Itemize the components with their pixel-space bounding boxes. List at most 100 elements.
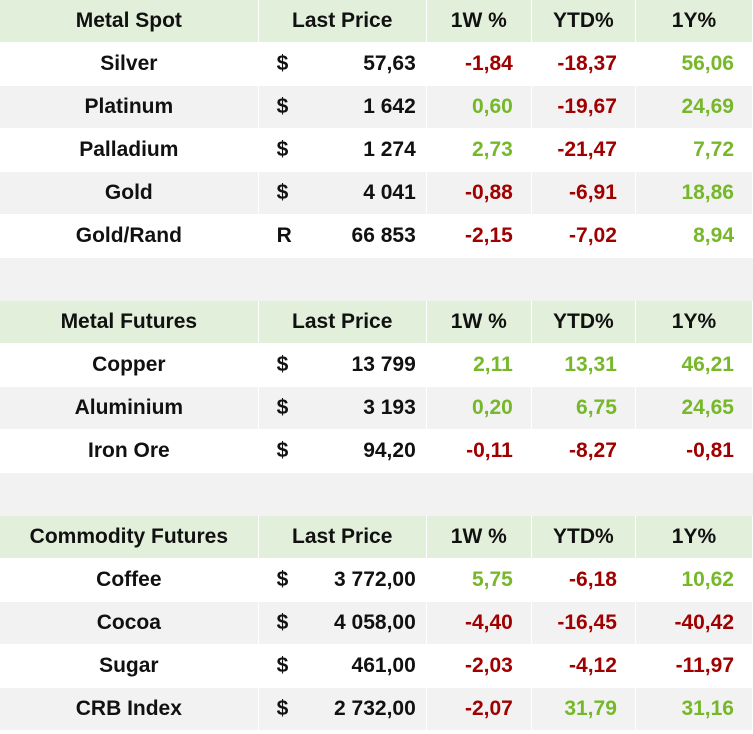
- commodity-name: Palladium: [0, 128, 259, 172]
- one-year-change: 56,06: [635, 42, 753, 86]
- last-price: 3 193: [324, 386, 427, 430]
- currency-symbol: $: [258, 42, 325, 86]
- section-title: Metal Spot: [0, 0, 259, 43]
- commodity-name: Platinum: [0, 85, 259, 129]
- table-row: Gold/Rand R 66 853 -2,15 -7,02 8,94: [0, 214, 753, 258]
- section-title: Commodity Futures: [0, 516, 259, 559]
- ytd-change: -18,37: [531, 42, 636, 86]
- commodity-name: Silver: [0, 42, 259, 86]
- one-week-change: -1,84: [426, 42, 532, 86]
- section-header-row: Commodity Futures Last Price 1W % YTD% 1Y%: [0, 516, 753, 559]
- one-year-change: 8,94: [635, 214, 753, 258]
- one-year-header: 1Y%: [635, 516, 753, 559]
- last-price: 13 799: [324, 343, 427, 387]
- one-year-change: 31,16: [635, 687, 753, 731]
- currency-symbol: $: [258, 601, 325, 645]
- one-year-change: 24,69: [635, 85, 753, 129]
- section-table: Metal Spot Last Price 1W % YTD% 1Y% Silver $57…: [0, 0, 753, 258]
- last-price: 2 732,00: [324, 687, 427, 731]
- last-price: 3 772,00: [324, 558, 427, 602]
- one-year-change: -11,97: [635, 644, 753, 688]
- ytd-change: -4,12: [531, 644, 636, 688]
- table-row: Coffee $3 772,00 5,75 -6,18 10,62: [0, 558, 753, 602]
- table-row: CRB Index $2 732,00 -2,07 31,79 31,16: [0, 687, 753, 731]
- last-price-header: Last Price: [258, 301, 427, 344]
- last-price: 94,20: [324, 429, 427, 473]
- one-year-change: 46,21: [635, 343, 753, 387]
- commodity-name: Gold/Rand: [0, 214, 259, 258]
- one-week-change: 2,11: [426, 343, 532, 387]
- commodity-name: Sugar: [0, 644, 259, 688]
- last-price: 1 274: [324, 128, 427, 172]
- one-week-header: 1W %: [426, 301, 532, 344]
- ytd-change: -16,45: [531, 601, 636, 645]
- one-year-header: 1Y%: [635, 0, 753, 43]
- ytd-header: YTD%: [531, 301, 636, 344]
- one-week-change: -2,03: [426, 644, 532, 688]
- commodity-name: Copper: [0, 343, 259, 387]
- one-week-change: 0,20: [426, 386, 532, 430]
- ytd-header: YTD%: [531, 0, 636, 43]
- currency-symbol: $: [258, 343, 325, 387]
- commodity-name: Gold: [0, 171, 259, 215]
- section-spacer: [0, 258, 753, 301]
- commodity-name: CRB Index: [0, 687, 259, 731]
- ytd-header: YTD%: [531, 516, 636, 559]
- one-year-change: -40,42: [635, 601, 753, 645]
- section-table: Commodity Futures Last Price 1W % YTD% 1Y% Co…: [0, 516, 753, 731]
- ytd-change: 6,75: [531, 386, 636, 430]
- ytd-change: 13,31: [531, 343, 636, 387]
- ytd-change: -6,91: [531, 171, 636, 215]
- table-row: Silver $57,63 -1,84 -18,37 56,06: [0, 42, 753, 86]
- one-week-header: 1W %: [426, 516, 532, 559]
- ytd-change: -8,27: [531, 429, 636, 473]
- one-week-header: 1W %: [426, 0, 532, 43]
- table-row: Cocoa $4 058,00 -4,40 -16,45 -40,42: [0, 601, 753, 645]
- commodity-name: Iron Ore: [0, 429, 259, 473]
- one-year-change: 24,65: [635, 386, 753, 430]
- currency-symbol: $: [258, 558, 325, 602]
- currency-symbol: $: [258, 128, 325, 172]
- last-price: 4 041: [324, 171, 427, 215]
- table-row: Aluminium $3 193 0,20 6,75 24,65: [0, 386, 753, 430]
- table-row: Iron Ore $94,20 -0,11 -8,27 -0,81: [0, 429, 753, 473]
- last-price-header: Last Price: [258, 0, 427, 43]
- one-week-change: 5,75: [426, 558, 532, 602]
- ytd-change: -21,47: [531, 128, 636, 172]
- last-price: 66 853: [324, 214, 427, 258]
- section-table: Metal Futures Last Price 1W % YTD% 1Y% Copper…: [0, 301, 753, 473]
- ytd-change: -19,67: [531, 85, 636, 129]
- table-row: Platinum $1 642 0,60 -19,67 24,69: [0, 85, 753, 129]
- one-week-change: -0,88: [426, 171, 532, 215]
- one-year-change: 10,62: [635, 558, 753, 602]
- one-week-change: -0,11: [426, 429, 532, 473]
- last-price: 57,63: [324, 42, 427, 86]
- table-row: Palladium $1 274 2,73 -21,47 7,72: [0, 128, 753, 172]
- currency-symbol: $: [258, 386, 325, 430]
- one-year-change: 18,86: [635, 171, 753, 215]
- currency-symbol: $: [258, 85, 325, 129]
- one-year-header: 1Y%: [635, 301, 753, 344]
- currency-symbol: $: [258, 644, 325, 688]
- last-price: 4 058,00: [324, 601, 427, 645]
- one-year-change: -0,81: [635, 429, 753, 473]
- one-week-change: -2,07: [426, 687, 532, 731]
- section-header-row: Metal Spot Last Price 1W % YTD% 1Y%: [0, 0, 753, 43]
- ytd-change: -6,18: [531, 558, 636, 602]
- ytd-change: -7,02: [531, 214, 636, 258]
- commodity-name: Coffee: [0, 558, 259, 602]
- currency-symbol: $: [258, 687, 325, 731]
- commodity-name: Cocoa: [0, 601, 259, 645]
- one-week-change: -2,15: [426, 214, 532, 258]
- one-week-change: 0,60: [426, 85, 532, 129]
- section-title: Metal Futures: [0, 301, 259, 344]
- one-week-change: -4,40: [426, 601, 532, 645]
- ytd-change: 31,79: [531, 687, 636, 731]
- currency-symbol: $: [258, 429, 325, 473]
- last-price: 461,00: [324, 644, 427, 688]
- section-spacer: [0, 473, 753, 516]
- section-header-row: Metal Futures Last Price 1W % YTD% 1Y%: [0, 301, 753, 344]
- last-price: 1 642: [324, 85, 427, 129]
- one-week-change: 2,73: [426, 128, 532, 172]
